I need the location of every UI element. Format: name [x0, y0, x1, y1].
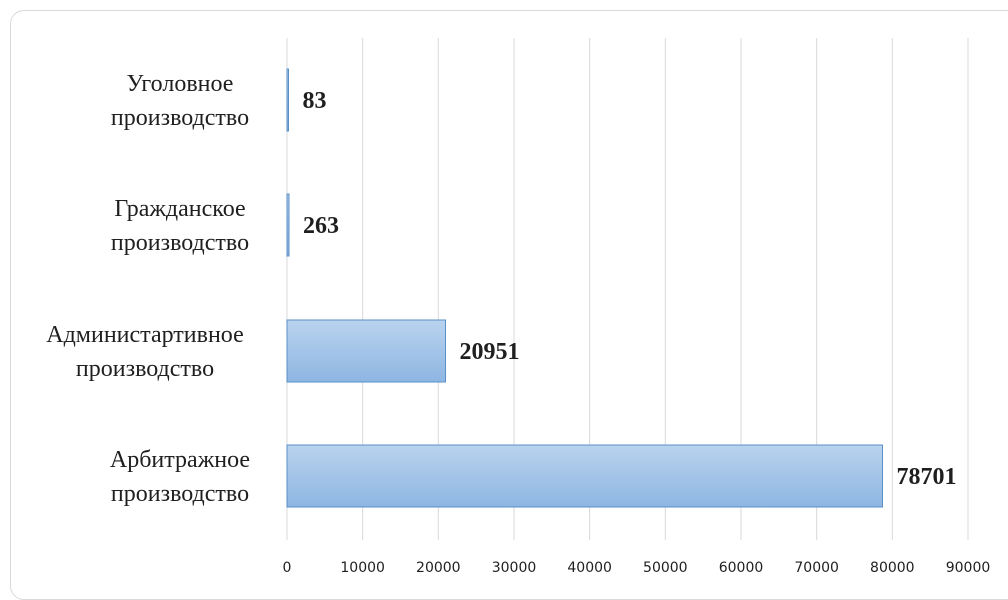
x-tick-label: 20000	[416, 560, 461, 576]
bar-value-label: 83	[303, 88, 327, 114]
x-tick-label: 60000	[719, 560, 764, 576]
x-tick-label: 40000	[567, 560, 612, 576]
category-label: производство	[111, 230, 249, 256]
bar-value-label: 78701	[897, 464, 957, 490]
category-label: производство	[111, 105, 249, 131]
bar	[286, 444, 884, 508]
data-labels: 83 263 20951 78701	[303, 88, 957, 490]
x-tick-label: 70000	[794, 560, 839, 576]
bar	[286, 319, 447, 383]
x-tick-label: 0	[283, 560, 292, 576]
bar-value-label: 20951	[460, 339, 520, 365]
category-label: Арбитражное	[110, 447, 250, 473]
category-labels: Уголовное производство Гражданское производ…	[46, 71, 250, 507]
x-tick-label: 30000	[492, 560, 537, 576]
category-label: Уголовное	[127, 71, 234, 97]
x-tick-label: 10000	[340, 560, 385, 576]
x-tick-label: 50000	[643, 560, 688, 576]
bars	[286, 68, 884, 508]
bar-chart: Уголовное производство Гражданское производ…	[46, 38, 991, 576]
bar	[286, 193, 290, 257]
x-tick-label: 80000	[870, 560, 915, 576]
x-axis-ticks: 0 10000 20000 30000 40000 50000 60000 70000 8000…	[283, 560, 991, 576]
category-label: Администартивное	[46, 322, 243, 348]
category-label: производство	[76, 356, 214, 382]
x-tick-label: 90000	[946, 560, 991, 576]
bar	[286, 68, 289, 132]
category-label: производство	[111, 481, 249, 507]
category-label: Гражданское	[114, 196, 245, 222]
gridlines	[286, 38, 969, 540]
bar-value-label: 263	[303, 213, 339, 239]
